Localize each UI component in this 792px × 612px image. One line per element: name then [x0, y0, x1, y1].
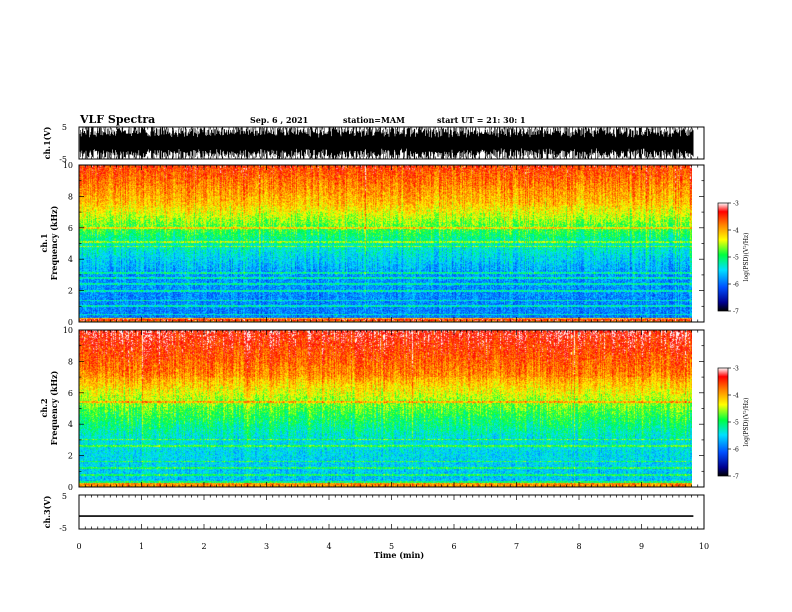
ch1-waveform-ylabel: ch.1(V) [42, 126, 52, 159]
frequency-tick-label: 6 [68, 224, 73, 233]
ch1-waveform-path [79, 127, 694, 159]
ch2-spectrogram-panel: 0 2 4 6 8 10 ch.2 Frequency (kHz) [39, 326, 705, 492]
time-tick-label: 0 [76, 542, 81, 551]
colorbar-tick-label: -3 [733, 366, 739, 373]
time-tick-label: 2 [201, 542, 206, 551]
frequency-tick-label: 4 [68, 255, 73, 264]
time-tick-label: 6 [451, 542, 456, 551]
ch2-spectrogram-ylabel-channel: ch.2 [39, 398, 49, 417]
ch1-colorbar: -3 -4 -5 -6 -7 log(PSD)(V²/Hz) [717, 201, 750, 316]
ch1-colorbar-ticks: -3 -4 -5 -6 -7 [728, 201, 739, 316]
ch3-ytick-top: 5 [62, 492, 67, 501]
time-tick-label: 1 [139, 542, 144, 551]
time-tick-label: 5 [389, 542, 394, 551]
colorbar-tick-label: -6 [733, 447, 739, 454]
ch3-waveform-frame [78, 494, 705, 530]
ch1-spectrogram-image [79, 165, 692, 322]
time-tick-label: 4 [326, 542, 331, 551]
ch2-colorbar-ticks: -3 -4 -5 -6 -7 [728, 366, 739, 481]
time-axis-label: Time (min) [374, 550, 424, 560]
ch1-ytick-top: 5 [62, 123, 67, 132]
ch1-waveform-trace [79, 127, 694, 159]
figure-title: VLF Spectra [79, 113, 155, 126]
ch1-frequency-ticks: 0 2 4 6 8 10 [63, 161, 704, 327]
ch2-spectrogram-image [79, 330, 692, 487]
colorbar-tick-label: -7 [733, 474, 739, 481]
time-ticks [78, 127, 705, 529]
frequency-tick-label: 0 [68, 318, 73, 327]
time-tick-label: 9 [639, 542, 644, 551]
ch3-waveform-ylabel: ch.3(V) [42, 495, 52, 528]
ch1-spectrogram-ylabel-channel: ch.1 [39, 233, 49, 252]
time-tick-label: 7 [514, 542, 519, 551]
time-tick-label: 8 [576, 542, 581, 551]
station-label: station=MAM [343, 115, 405, 125]
ch1-colorbar-label: log(PSD)(V²/Hz) [743, 233, 750, 282]
colorbar-tick-label: -5 [733, 420, 739, 427]
frequency-tick-label: 6 [68, 389, 73, 398]
frequency-tick-label: 2 [68, 287, 73, 296]
ch2-frequency-ticks: 0 2 4 6 8 10 [63, 326, 704, 492]
ch2-colorbar: -3 -4 -5 -6 -7 log(PSD)(V²/Hz) [717, 366, 750, 481]
ch2-colorbar-gradient [717, 367, 729, 477]
time-tick-label: 3 [264, 542, 269, 551]
date-label: Sep. 6 , 2021 [250, 115, 308, 125]
frequency-tick-label: 10 [63, 161, 73, 170]
time-tick-label: 10 [699, 542, 709, 551]
ch1-ytick-bottom: -5 [59, 155, 67, 164]
frequency-tick-label: 8 [68, 192, 73, 201]
colorbar-tick-label: -3 [733, 201, 739, 208]
colorbar-tick-label: -5 [733, 255, 739, 262]
frequency-tick-label: 10 [63, 326, 73, 335]
frequency-tick-label: 0 [68, 483, 73, 492]
time-tick-labels: 0 1 2 3 4 5 6 7 8 9 10 [76, 542, 709, 551]
colorbar-tick-label: -4 [733, 393, 739, 400]
colorbar-tick-label: -4 [733, 228, 739, 235]
frequency-tick-label: 2 [68, 452, 73, 461]
ch1-colorbar-gradient [717, 202, 729, 312]
ch1-spectrogram-panel: 0 2 4 6 8 10 ch.1 Frequency (kHz) [39, 161, 705, 327]
frequency-tick-label: 4 [68, 420, 73, 429]
ch1-spectrogram-ylabel-frequency: Frequency (kHz) [49, 205, 59, 280]
frequency-tick-label: 8 [68, 357, 73, 366]
colorbar-tick-label: -6 [733, 282, 739, 289]
ch3-ytick-bottom: -5 [59, 524, 67, 533]
ch2-colorbar-label: log(PSD)(V²/Hz) [743, 398, 750, 447]
colorbar-tick-label: -7 [733, 309, 739, 316]
ch2-spectrogram-ylabel-frequency: Frequency (kHz) [49, 370, 59, 445]
start-ut-label: start UT = 21: 30: 1 [437, 115, 526, 125]
